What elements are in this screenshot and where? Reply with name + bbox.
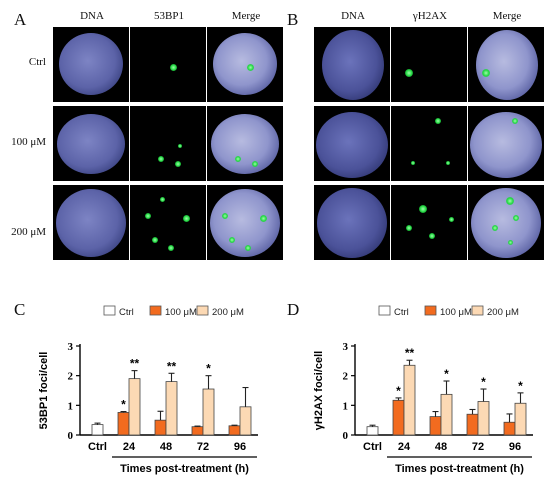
d-bar-24-0 — [392, 399, 405, 436]
c-bar-ctrl — [91, 424, 104, 436]
d-legend-swatch-0 — [378, 305, 391, 316]
d-xtick-96: 96 — [509, 441, 521, 453]
d-xtick-48: 48 — [435, 441, 447, 453]
c-ytick-label-3: 3 — [68, 341, 74, 353]
c-xtick-72: 72 — [197, 441, 209, 453]
chart-53bp1-foci: Ctrl 100 μM 200 μM 0 1 2 3 53BP1 foci/cell Ctrl *… — [38, 305, 258, 475]
c-ylabel: 53BP1 foci/cell — [38, 352, 50, 430]
d-bar-96-1 — [514, 402, 527, 436]
c-bar-24-1 — [128, 378, 141, 436]
d-bar-72-1-sig: * — [481, 375, 486, 389]
d-bar-24-0-sig: * — [396, 384, 401, 398]
micrograph-b-ctrl-merge — [468, 27, 544, 102]
d-bar-72-1 — [477, 401, 490, 436]
c-bar-96-1 — [239, 406, 252, 436]
d-legend-label-1: 100 μM — [440, 307, 472, 318]
c-bar-72-1-sig: * — [206, 362, 211, 376]
micrograph-a-200-merge — [207, 185, 283, 260]
panel-label-d: D — [287, 300, 300, 319]
c-bar-96-0 — [228, 425, 241, 436]
d-ytick-label-2: 2 — [343, 371, 349, 383]
c-bar-48-1 — [165, 381, 178, 436]
d-ytick-label-1: 1 — [343, 400, 349, 412]
c-xlabel: Times post-treatment (h) — [120, 463, 249, 475]
panel-b-col-gh2ax: γH2AX — [412, 10, 448, 22]
c-bar-24-1-sig: ** — [130, 357, 140, 371]
micrograph-a-ctrl-53bp1 — [130, 27, 206, 102]
d-bar-48-0 — [429, 416, 442, 436]
micrograph-b-200-gh2ax — [391, 185, 467, 260]
panel-a-col-dna: DNA — [80, 10, 104, 22]
d-bar-ctrl — [366, 426, 379, 436]
panel-a-col-merge: Merge — [231, 10, 261, 22]
c-ytick-label-1: 1 — [68, 400, 74, 412]
micrograph-a-ctrl-merge — [207, 27, 283, 102]
c-bar-24-0 — [117, 412, 130, 436]
micrograph-b-ctrl-gh2ax — [391, 27, 467, 102]
c-legend-label-0: Ctrl — [119, 307, 134, 318]
d-bar-48-1-sig: * — [444, 367, 449, 381]
c-legend-swatch-2 — [196, 305, 209, 316]
d-bar-96-1-sig: * — [518, 379, 523, 393]
d-xtick-24: 24 — [398, 441, 411, 453]
micrograph-b-100-merge — [468, 106, 544, 181]
micrograph-a-100-dna — [53, 106, 129, 181]
d-bar-24-1 — [403, 364, 416, 436]
c-xtick-24: 24 — [123, 441, 136, 453]
c-legend-label-2: 200 μM — [212, 307, 244, 318]
panel-b-col-merge: Merge — [492, 10, 522, 22]
micrograph-b-100-gh2ax — [391, 106, 467, 181]
c-legend-swatch-1 — [149, 305, 162, 316]
panel-a-col-53bp1: 53BP1 — [154, 10, 184, 22]
c-ytick-label-2: 2 — [68, 371, 74, 383]
micrograph-a-100-53bp1 — [130, 106, 206, 181]
d-ytick-label-3: 3 — [343, 341, 349, 353]
micrograph-b-200-dna — [314, 185, 390, 260]
panel-label-a: A — [14, 10, 27, 29]
d-bar-24-1-sig: ** — [405, 346, 415, 360]
micrograph-b-ctrl-dna — [314, 27, 390, 102]
d-legend-label-0: Ctrl — [394, 307, 409, 318]
c-bar-24-0-sig: * — [121, 398, 126, 412]
micrograph-a-100-merge — [207, 106, 283, 181]
c-legend-label-1: 100 μM — [165, 307, 197, 318]
row-label-ctrl: Ctrl — [28, 56, 46, 68]
c-bar-48-1-sig: ** — [167, 359, 177, 373]
d-legend-swatch-2 — [471, 305, 484, 316]
row-label-200um: 200 μM — [11, 226, 46, 238]
d-ylabel: γH2AX foci/cell — [313, 351, 325, 430]
d-bar-72-0 — [466, 413, 479, 436]
c-bar-72-1 — [202, 388, 215, 436]
micrograph-b-200-merge — [468, 185, 544, 260]
d-xtick-ctrl: Ctrl — [363, 441, 382, 453]
chart-gh2ax-foci: Ctrl 100 μM 200 μM 0 1 2 3 γH2AX foci/cell Ctrl *… — [313, 305, 533, 475]
c-bar-48-0 — [154, 419, 167, 436]
c-bar-72-0 — [191, 426, 204, 436]
panel-label-b: B — [287, 10, 299, 29]
c-legend-swatch-0 — [103, 305, 116, 316]
d-bar-96-0 — [503, 421, 516, 436]
micrograph-a-200-dna — [53, 185, 129, 260]
c-xtick-ctrl: Ctrl — [88, 441, 107, 453]
panel-label-c: C — [14, 300, 26, 319]
micrograph-a-200-53bp1 — [130, 185, 206, 260]
c-xtick-48: 48 — [160, 441, 172, 453]
c-ytick-label-0: 0 — [68, 430, 74, 442]
d-xlabel: Times post-treatment (h) — [395, 463, 524, 475]
d-xtick-72: 72 — [472, 441, 484, 453]
d-ytick-label-0: 0 — [343, 430, 349, 442]
panel-b-col-dna: DNA — [341, 10, 365, 22]
micrograph-a-ctrl-dna — [53, 27, 129, 102]
micrograph-b-100-dna — [314, 106, 390, 181]
d-legend-label-2: 200 μM — [487, 307, 519, 318]
row-label-100um: 100 μM — [11, 136, 46, 148]
c-xtick-96: 96 — [234, 441, 246, 453]
d-bar-48-1 — [440, 393, 453, 436]
d-legend-swatch-1 — [424, 305, 437, 316]
